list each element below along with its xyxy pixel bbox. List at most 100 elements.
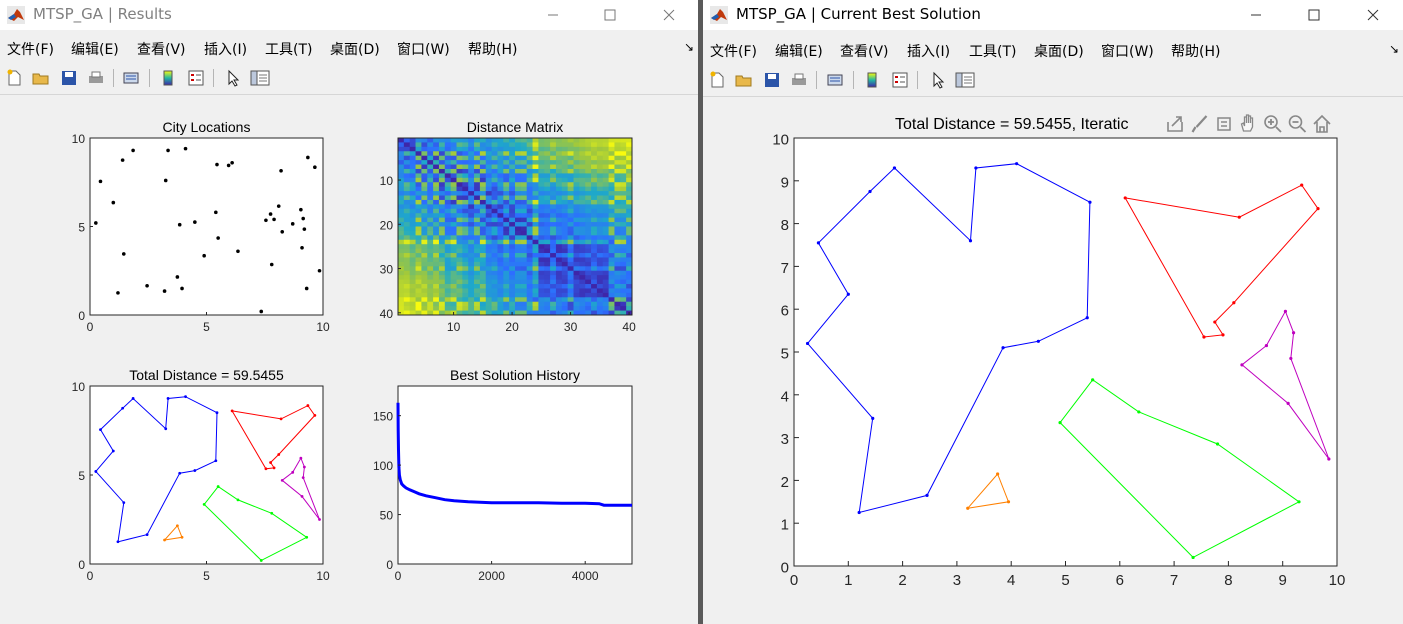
pointer-icon[interactable] [222,67,244,89]
menu-view[interactable]: 查看(V) [137,42,186,58]
menu-help[interactable]: 帮助(H) [468,42,518,58]
matrix-cell [526,173,533,179]
menu-edit[interactable]: 编辑(E) [71,42,119,58]
matrix-cell [398,310,405,316]
matrix-cell [561,301,569,307]
colorbar-icon[interactable] [861,69,883,91]
matrix-cell [579,199,586,205]
matrix-cell [520,253,528,258]
city-point [175,275,180,279]
menu-help[interactable]: 帮助(H) [1171,44,1221,60]
brush-icon[interactable] [1188,113,1211,135]
print-icon[interactable] [85,67,107,89]
export-icon[interactable] [1164,113,1186,135]
matrix-cell [438,160,446,165]
pan-icon[interactable] [1237,113,1260,135]
link-plot-icon[interactable] [121,67,143,89]
dock-arrow-icon[interactable]: ↘ [684,40,695,54]
matrix-cell [421,222,428,227]
matrix-cell [421,226,428,232]
matrix-cell [620,213,627,219]
menu-edit[interactable]: 编辑(E) [775,44,823,60]
matrix-cell [550,226,557,232]
matrix-cell [398,284,405,289]
home-icon[interactable] [1311,113,1333,135]
matrix-cell [474,155,481,161]
matrix-cell [450,151,457,157]
menu-tools[interactable]: 工具(T) [265,42,313,58]
datatip-icon[interactable] [1213,113,1235,135]
new-figure-icon[interactable] [3,67,25,89]
matrix-cell [456,164,463,170]
pointer-icon[interactable] [927,69,949,91]
matrix-cell [427,270,434,276]
matrix-cell [585,217,592,223]
matrix-cell [444,266,452,272]
menu-insert[interactable]: 插入(I) [204,42,248,58]
menu-tools[interactable]: 工具(T) [969,44,1017,60]
legend-icon[interactable] [889,69,911,91]
matrix-cell [626,142,633,148]
print-icon[interactable] [788,69,810,91]
menu-desktop[interactable]: 桌面(D) [1034,44,1084,60]
matrix-cell [532,301,539,307]
matrix-cell [602,261,609,267]
matrix-cell [398,142,405,148]
city-point [230,160,234,165]
menu-desktop[interactable]: 桌面(D) [330,42,380,58]
menu-file[interactable]: 文件(F) [7,42,54,58]
close-button[interactable] [646,0,692,30]
matrix-cell [468,160,475,165]
menu-file[interactable]: 文件(F) [710,44,757,60]
matrix-cell [561,230,569,236]
matrix-cell [433,191,440,196]
property-editor-icon[interactable] [249,67,271,89]
maximize-button[interactable] [1291,0,1337,30]
title-bar[interactable]: MTSP_GA | Results [0,0,698,30]
matrix-cell [573,195,580,201]
save-icon[interactable] [58,67,80,89]
zoom-in-icon[interactable] [1262,113,1284,135]
city-point [214,210,218,215]
menu-insert[interactable]: 插入(I) [907,44,951,60]
matrix-cell [433,138,440,143]
open-file-icon[interactable] [733,69,755,91]
route-city-point [1191,555,1195,560]
matrix-cell [485,164,492,170]
matrix-cell [456,292,463,298]
matrix-cell [555,164,563,170]
close-button[interactable] [1350,0,1396,30]
matrix-cell [415,208,422,214]
title-bar[interactable]: MTSP_GA | Current Best Solution [703,0,1403,30]
matrix-cell [573,164,580,170]
matrix-cell [579,306,586,311]
colorbar-icon[interactable] [157,67,179,89]
matrix-cell [567,230,574,236]
matrix-cell [497,182,504,188]
matrix-cell [462,142,469,148]
matrix-cell [468,155,475,161]
property-editor-icon[interactable] [954,69,976,91]
matrix-cell [491,248,498,254]
matrix-cell [433,270,440,276]
menu-window[interactable]: 窗口(W) [397,42,450,58]
minimize-button[interactable] [530,0,576,30]
link-plot-icon[interactable] [825,69,847,91]
matrix-cell [456,248,463,254]
menu-window[interactable]: 窗口(W) [1101,44,1154,60]
menu-view[interactable]: 查看(V) [840,44,889,60]
minimize-button[interactable] [1233,0,1279,30]
matrix-cell [444,297,452,303]
matrix-cell [503,301,510,307]
zoom-out-icon[interactable] [1286,113,1309,135]
legend-icon[interactable] [185,67,207,89]
maximize-button[interactable] [587,0,633,30]
matrix-cell [532,182,539,188]
dock-arrow-icon[interactable]: ↘ [1389,42,1400,56]
save-icon[interactable] [761,69,783,91]
new-figure-icon[interactable] [706,69,728,91]
matrix-cell [450,248,457,254]
matrix-cell [567,275,574,280]
route-city-point [1006,500,1011,504]
open-file-icon[interactable] [30,67,52,89]
